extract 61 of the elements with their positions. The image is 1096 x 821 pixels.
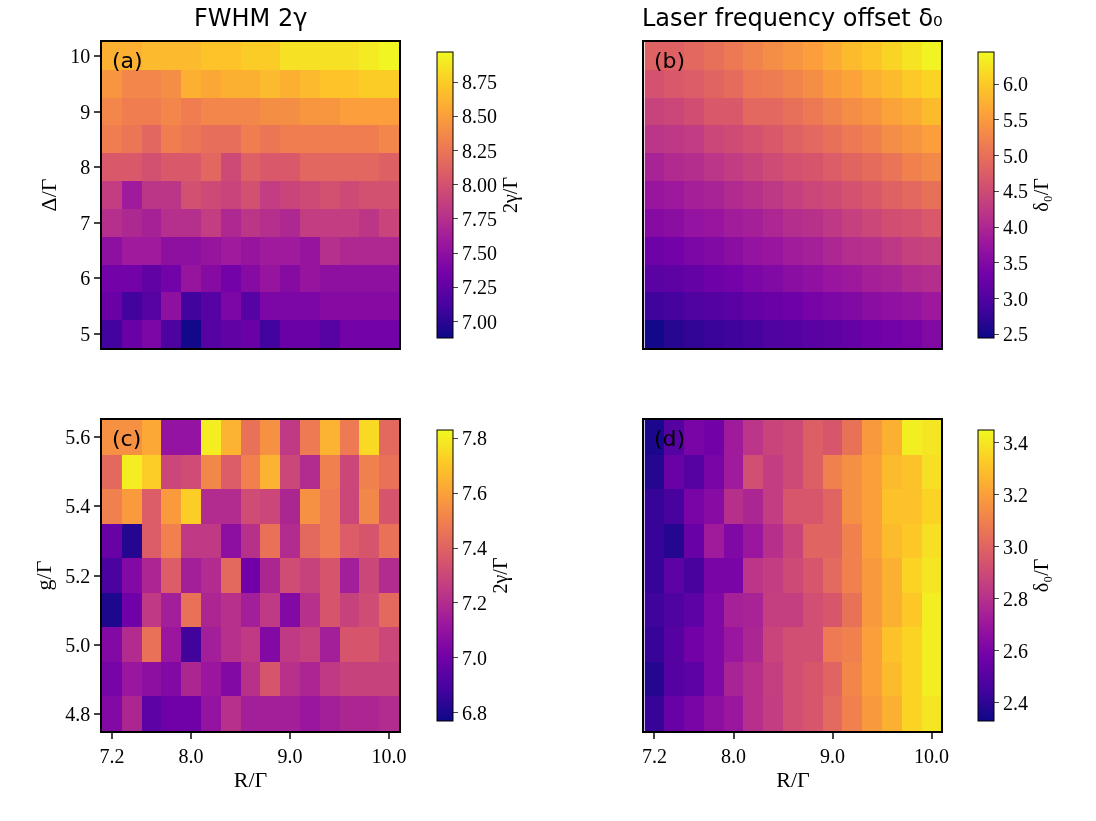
color-bar-label: 3.4 <box>1003 431 1028 454</box>
color-bar-label: 2.8 <box>1003 587 1028 610</box>
y-tick-label: 6 <box>80 267 91 290</box>
y-tick-label: 9 <box>80 100 91 123</box>
x-tick-label: 9.0 <box>820 744 846 767</box>
color-bar-label: 5.5 <box>1003 108 1028 131</box>
color-bar-label: 6.0 <box>1003 73 1028 96</box>
x-tick-label: 10.0 <box>914 744 950 767</box>
color-bar-label: 7.50 <box>462 242 497 265</box>
color-bar-title: δ₀/Γ <box>1030 178 1052 212</box>
x-tick-label: 10.0 <box>371 744 407 767</box>
color-bar-title: 2γ/Γ <box>499 177 522 213</box>
y-axis-title: Δ/Γ <box>35 178 61 212</box>
annotation: (a) <box>112 48 143 73</box>
color-bar-label: 7.4 <box>462 537 487 560</box>
y-tick-label: 5.2 <box>65 564 91 587</box>
x-tick-label: 8.0 <box>178 744 204 767</box>
color-bar-label: 2.4 <box>1003 691 1028 714</box>
color-bar-label: 3.5 <box>1003 251 1028 274</box>
x-tick-label: 9.0 <box>277 744 303 767</box>
color-bar-label: 4.5 <box>1003 180 1028 203</box>
color-bar-label: 2.6 <box>1003 639 1028 662</box>
color-bar-label: 3.2 <box>1003 483 1028 506</box>
x-tick-label: 8.0 <box>721 744 747 767</box>
annotation: (c) <box>112 426 142 451</box>
color-bar-label: 7.2 <box>462 591 487 614</box>
color-bar-label: 7.25 <box>462 276 497 299</box>
color-bar-label: 6.8 <box>462 701 487 724</box>
color-bar-label: 2.5 <box>1003 323 1028 346</box>
color-bar-label: 4.0 <box>1003 216 1028 239</box>
y-tick-label: 5 <box>80 323 91 346</box>
color-bar-label: 3.0 <box>1003 535 1028 558</box>
annotation: (b) <box>654 48 686 73</box>
y-axis-title: g/Γ <box>30 560 56 591</box>
color-bar-label: 7.00 <box>462 310 497 333</box>
color-bar-label: 7.8 <box>462 427 487 450</box>
x-axis-title: R/Γ <box>776 767 811 793</box>
color-bar-label: 7.6 <box>462 482 487 505</box>
y-tick-label: 5.0 <box>65 633 91 656</box>
y-tick-label: 5.4 <box>65 495 91 518</box>
chart-title: Laser frequency offset δ₀ <box>642 4 943 32</box>
annotation: (d) <box>654 426 686 451</box>
color-bar-label: 8.75 <box>462 71 497 94</box>
y-tick-label: 5.6 <box>65 426 91 449</box>
color-bar-label: 7.0 <box>462 646 487 669</box>
color-bar-label: 7.75 <box>462 207 497 230</box>
y-tick-label: 7 <box>80 211 91 234</box>
y-tick-label: 8 <box>80 156 91 179</box>
color-bar-label: 8.25 <box>462 139 497 162</box>
y-tick-label: 10 <box>70 44 91 67</box>
color-bar-label: 3.0 <box>1003 287 1028 310</box>
color-bar-title: δ₀/Γ <box>1030 558 1052 593</box>
color-bar-label: 8.50 <box>462 105 497 128</box>
x-axis-title: R/Γ <box>233 767 268 793</box>
color-bar-title: 2γ/Γ <box>489 557 512 594</box>
x-tick-label: 7.2 <box>641 744 667 767</box>
x-tick-label: 7.2 <box>99 744 125 767</box>
chart-title: FWHM 2γ <box>194 4 308 32</box>
color-bar-label: 8.00 <box>462 173 497 196</box>
color-bar-label: 5.0 <box>1003 144 1028 167</box>
y-tick-label: 4.8 <box>65 702 91 725</box>
